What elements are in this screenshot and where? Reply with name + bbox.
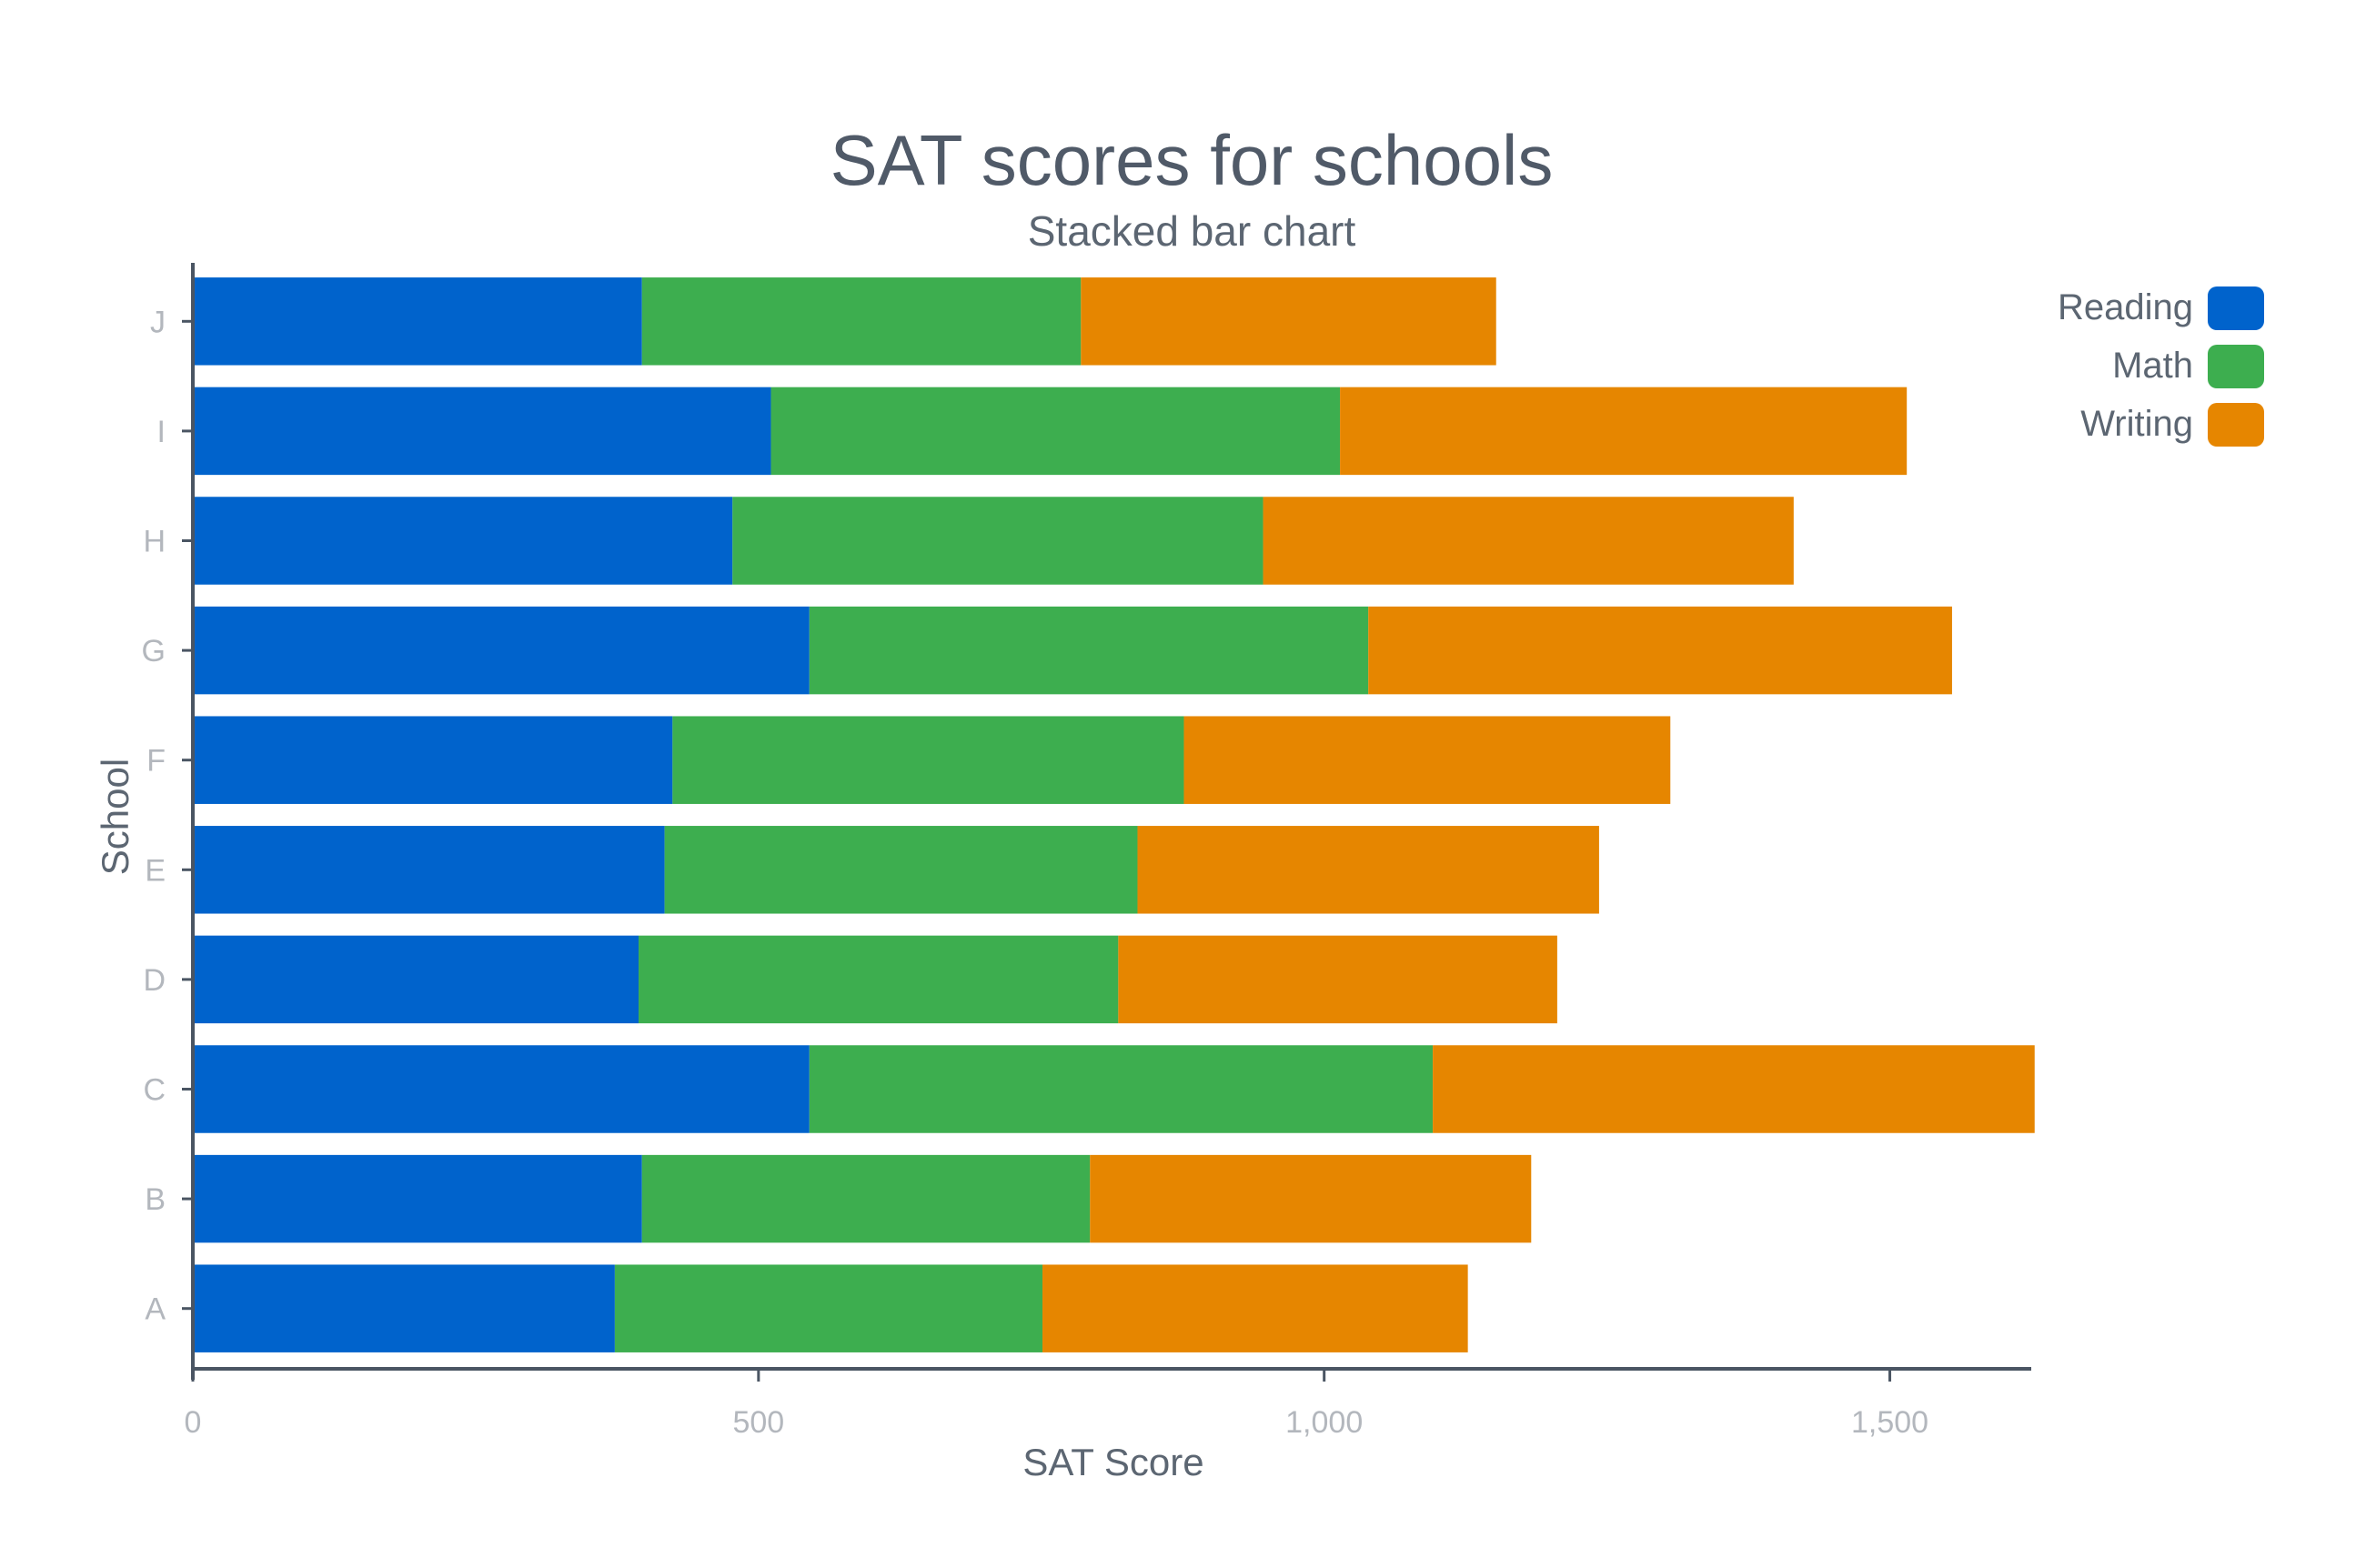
bar-c-writing [1433, 1045, 2035, 1133]
bar-f-math [672, 716, 1184, 804]
bar-b-math [641, 1154, 1091, 1243]
bar-d-reading [193, 935, 639, 1024]
bar-i-math [770, 387, 1341, 476]
y-tick-label-j: J [150, 305, 166, 339]
bar-i-reading [193, 387, 771, 476]
bar-c-reading [193, 1045, 810, 1133]
bar-a-reading [193, 1264, 615, 1352]
bar-d-writing [1118, 935, 1557, 1024]
y-tick-label-a: A [145, 1292, 166, 1327]
axes-layer: A B C D E F G H I J 0 500 1,000 1,500 [142, 263, 2031, 1440]
legend-swatch-reading [2208, 286, 2264, 330]
bar-e-writing [1137, 826, 1599, 914]
x-tick-label-1000: 1,000 [1285, 1405, 1363, 1440]
bar-a-writing [1042, 1264, 1468, 1352]
bar-e-math [664, 826, 1138, 914]
y-tick-label-g: G [142, 634, 166, 668]
legend-swatch-writing [2208, 403, 2264, 447]
chart-title: SAT scores for schools [831, 120, 1554, 200]
x-tick-label-500: 500 [732, 1405, 784, 1440]
bar-f-reading [193, 716, 673, 804]
y-axis-label: School [94, 759, 136, 875]
bar-b-writing [1090, 1154, 1532, 1243]
y-tick-label-d: D [143, 963, 166, 998]
y-tick-label-i: I [157, 415, 166, 449]
legend: Reading Math Writing [2058, 286, 2264, 447]
bar-d-math [639, 935, 1119, 1024]
bar-f-writing [1183, 716, 1671, 804]
legend-label-reading: Reading [2058, 287, 2193, 327]
bars-layer [193, 277, 2035, 1352]
legend-label-writing: Writing [2080, 404, 2193, 444]
bar-j-writing [1081, 277, 1496, 366]
chart-subtitle: Stacked bar chart [1028, 207, 1356, 255]
bar-j-math [641, 277, 1082, 366]
bar-g-writing [1368, 606, 1952, 695]
y-tick-label-b: B [145, 1182, 166, 1217]
bar-g-math [809, 606, 1369, 695]
bar-j-reading [193, 277, 642, 366]
x-axis-label: SAT Score [1022, 1441, 1203, 1483]
y-tick-label-f: F [146, 744, 166, 779]
bar-h-math [732, 497, 1264, 585]
x-tick-label-0: 0 [185, 1405, 202, 1440]
legend-swatch-math [2208, 345, 2264, 388]
y-tick-label-c: C [143, 1073, 166, 1108]
y-tick-label-e: E [145, 853, 166, 888]
bar-g-reading [193, 606, 810, 695]
bar-e-reading [193, 826, 665, 914]
legend-label-math: Math [2112, 346, 2193, 386]
bar-b-reading [193, 1154, 642, 1243]
x-tick-label-1500: 1,500 [1851, 1405, 1928, 1440]
bar-h-writing [1263, 497, 1794, 585]
bar-i-writing [1340, 387, 1908, 476]
bar-h-reading [193, 497, 733, 585]
y-tick-label-h: H [143, 525, 166, 559]
bar-a-math [614, 1264, 1043, 1352]
bar-c-math [809, 1045, 1434, 1133]
